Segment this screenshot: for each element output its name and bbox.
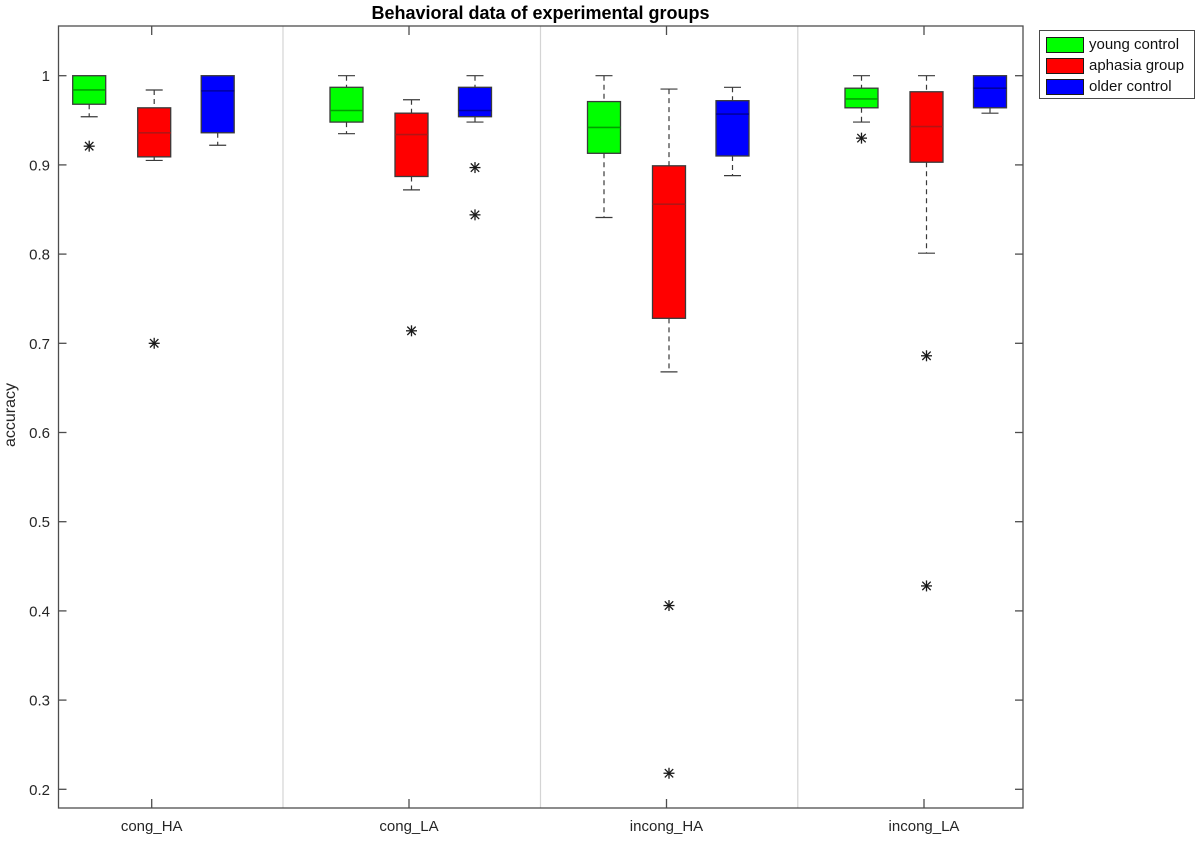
outlier-marker <box>406 325 417 337</box>
box-older-control-incong-ha <box>715 86 750 177</box>
outlier-marker <box>856 132 867 144</box>
legend-label-aphasia-group: aphasia group <box>1089 57 1185 74</box>
box-aphasia-group-incong-ha <box>651 88 687 779</box>
box-older-control-cong-la <box>457 75 493 221</box>
box-aphasia-group-incong-la <box>909 75 944 592</box>
x-tick-label: incong_HA <box>630 818 703 835</box>
iqr-box <box>200 75 235 134</box>
outlier-marker <box>663 767 675 779</box>
iqr-box <box>715 100 750 157</box>
legend-item-aphasia-group: aphasia group <box>1046 55 1194 76</box>
iqr-box <box>457 86 493 118</box>
y-tick-label: 0.3 <box>29 693 50 710</box>
box-young-control-incong-ha <box>586 75 622 219</box>
box-aphasia-group-cong-ha <box>137 89 172 349</box>
y-tick-label: 1 <box>42 68 50 85</box>
legend-swatch-older-control <box>1046 78 1084 95</box>
outlier-marker <box>469 209 481 221</box>
box-older-control-incong-la <box>972 75 1008 114</box>
box-young-control-cong-la <box>329 75 364 135</box>
iqr-box <box>394 112 429 178</box>
iqr-box <box>844 87 879 109</box>
outlier-marker <box>148 337 160 349</box>
outlier-marker <box>921 350 932 362</box>
box-young-control-cong-ha <box>72 75 107 152</box>
box-young-control-incong-la <box>844 75 879 144</box>
box-older-control-cong-ha <box>200 75 235 146</box>
y-tick-label: 0.6 <box>29 425 50 442</box>
legend-swatch-aphasia-group <box>1046 57 1084 74</box>
outlier-marker <box>469 162 481 174</box>
legend-item-older-control: older control <box>1046 76 1194 97</box>
chart-title: Behavioral data of experimental groups <box>371 3 710 23</box>
x-tick-label: cong_HA <box>121 818 183 835</box>
y-tick-label: 0.4 <box>29 603 50 620</box>
box-aphasia-group-cong-la <box>394 99 429 337</box>
legend-swatch-young-control <box>1046 36 1084 53</box>
outlier-marker <box>663 600 675 612</box>
iqr-box <box>651 165 687 319</box>
y-tick-label: 0.8 <box>29 247 50 264</box>
x-tick-label: incong_LA <box>889 818 960 835</box>
outlier-marker <box>921 580 932 592</box>
iqr-box <box>329 86 364 123</box>
y-tick-label: 0.7 <box>29 336 50 353</box>
x-tick-label: cong_LA <box>379 818 438 835</box>
legend-item-young-control: young control <box>1046 34 1194 55</box>
legend-label-young-control: young control <box>1089 36 1180 53</box>
y-tick-label: 0.2 <box>29 782 50 799</box>
legend-label-older-control: older control <box>1089 78 1172 95</box>
y-tick-label: 0.5 <box>29 514 50 531</box>
iqr-box <box>972 75 1008 109</box>
y-tick-label: 0.9 <box>29 157 50 174</box>
plot-border <box>57 25 1024 809</box>
outlier-marker <box>83 140 95 152</box>
legend: young control aphasia group older contro… <box>1039 30 1195 99</box>
